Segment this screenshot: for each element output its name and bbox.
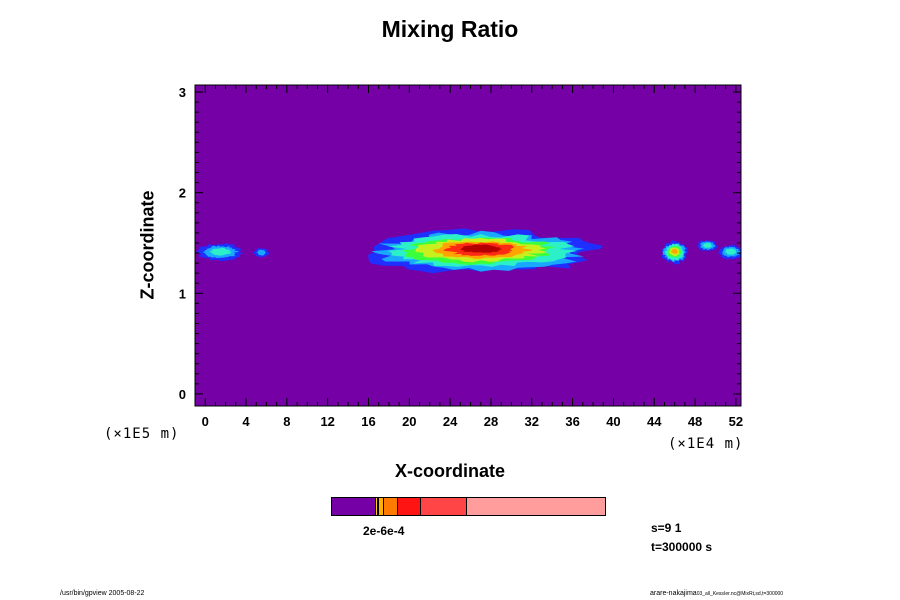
footer-author: arare-nakajima bbox=[650, 590, 697, 597]
x-tick-label-1: 4 bbox=[242, 414, 250, 429]
time-info: t=300000 s bbox=[651, 540, 713, 554]
x-tick-label-10: 40 bbox=[606, 414, 620, 429]
x-tick-label-8: 32 bbox=[525, 414, 539, 429]
x-tick-label-6: 24 bbox=[443, 414, 458, 429]
colorbar-segment-6 bbox=[421, 498, 467, 515]
x-axis: 0 4 8 12 16 20 24 28 32 36 40 44 48 52 bbox=[194, 85, 743, 429]
plot-frame bbox=[194, 84, 742, 407]
plume-3-level-6 bbox=[671, 248, 678, 254]
x-tick-label-12: 48 bbox=[688, 414, 702, 429]
colorbar-segment-5 bbox=[398, 498, 422, 515]
x-axis-unit: (×1E4 m) bbox=[668, 436, 744, 452]
x-axis-label: X-coordinate bbox=[394, 461, 505, 481]
y-tick-label-3: 3 bbox=[179, 85, 186, 100]
y-tick-label-1: 1 bbox=[179, 286, 186, 301]
footer-source: arare-nakajima03_all_KessIer.nc@MixRt,sd… bbox=[650, 590, 783, 597]
y-tick-label-0: 0 bbox=[179, 387, 186, 402]
y-axis-unit: (×1E5 m) bbox=[104, 426, 180, 442]
footer-file: 03_all_KessIer.nc@MixRt,sd,t=300000 bbox=[696, 591, 784, 597]
y-axis: 0 1 2 3 bbox=[179, 85, 741, 402]
x-tick-label-9: 36 bbox=[565, 414, 579, 429]
plume-0-level-3 bbox=[209, 247, 232, 256]
x-tick-label-2: 8 bbox=[283, 414, 290, 429]
y-tick-label-2: 2 bbox=[179, 186, 186, 201]
plume-1-level-2 bbox=[256, 249, 266, 256]
plume-2-level-8 bbox=[460, 244, 503, 253]
colorbar-segment-1 bbox=[376, 498, 379, 515]
colorbar-segment-0 bbox=[332, 498, 377, 515]
colorbar-segment-3 bbox=[379, 498, 385, 515]
plume-5-level-3 bbox=[724, 248, 737, 255]
x-tick-label-0: 0 bbox=[202, 414, 209, 429]
colorbar-segment-7 bbox=[466, 498, 605, 515]
colorbar-segment-2 bbox=[378, 498, 380, 515]
x-tick-label-11: 44 bbox=[647, 414, 662, 429]
plume-4-level-3 bbox=[702, 242, 713, 248]
x-tick-label-13: 52 bbox=[729, 414, 743, 429]
chart-title: Mixing Ratio bbox=[381, 16, 519, 42]
colorbar bbox=[331, 497, 606, 516]
y-axis-label: Z-coordinate bbox=[137, 190, 158, 300]
x-tick-label-4: 16 bbox=[361, 414, 375, 429]
colorbar-label: 2e-6e-4 bbox=[363, 524, 405, 538]
mixing-ratio-field bbox=[195, 228, 741, 274]
colorbar-segment-4 bbox=[384, 498, 399, 515]
step-info: s=9 1 bbox=[651, 521, 682, 535]
x-tick-label-3: 12 bbox=[320, 414, 334, 429]
footer-command: /usr/bin/gpview 2005-08-22 bbox=[60, 590, 145, 597]
x-tick-label-7: 28 bbox=[484, 414, 498, 429]
x-tick-label-5: 20 bbox=[402, 414, 416, 429]
